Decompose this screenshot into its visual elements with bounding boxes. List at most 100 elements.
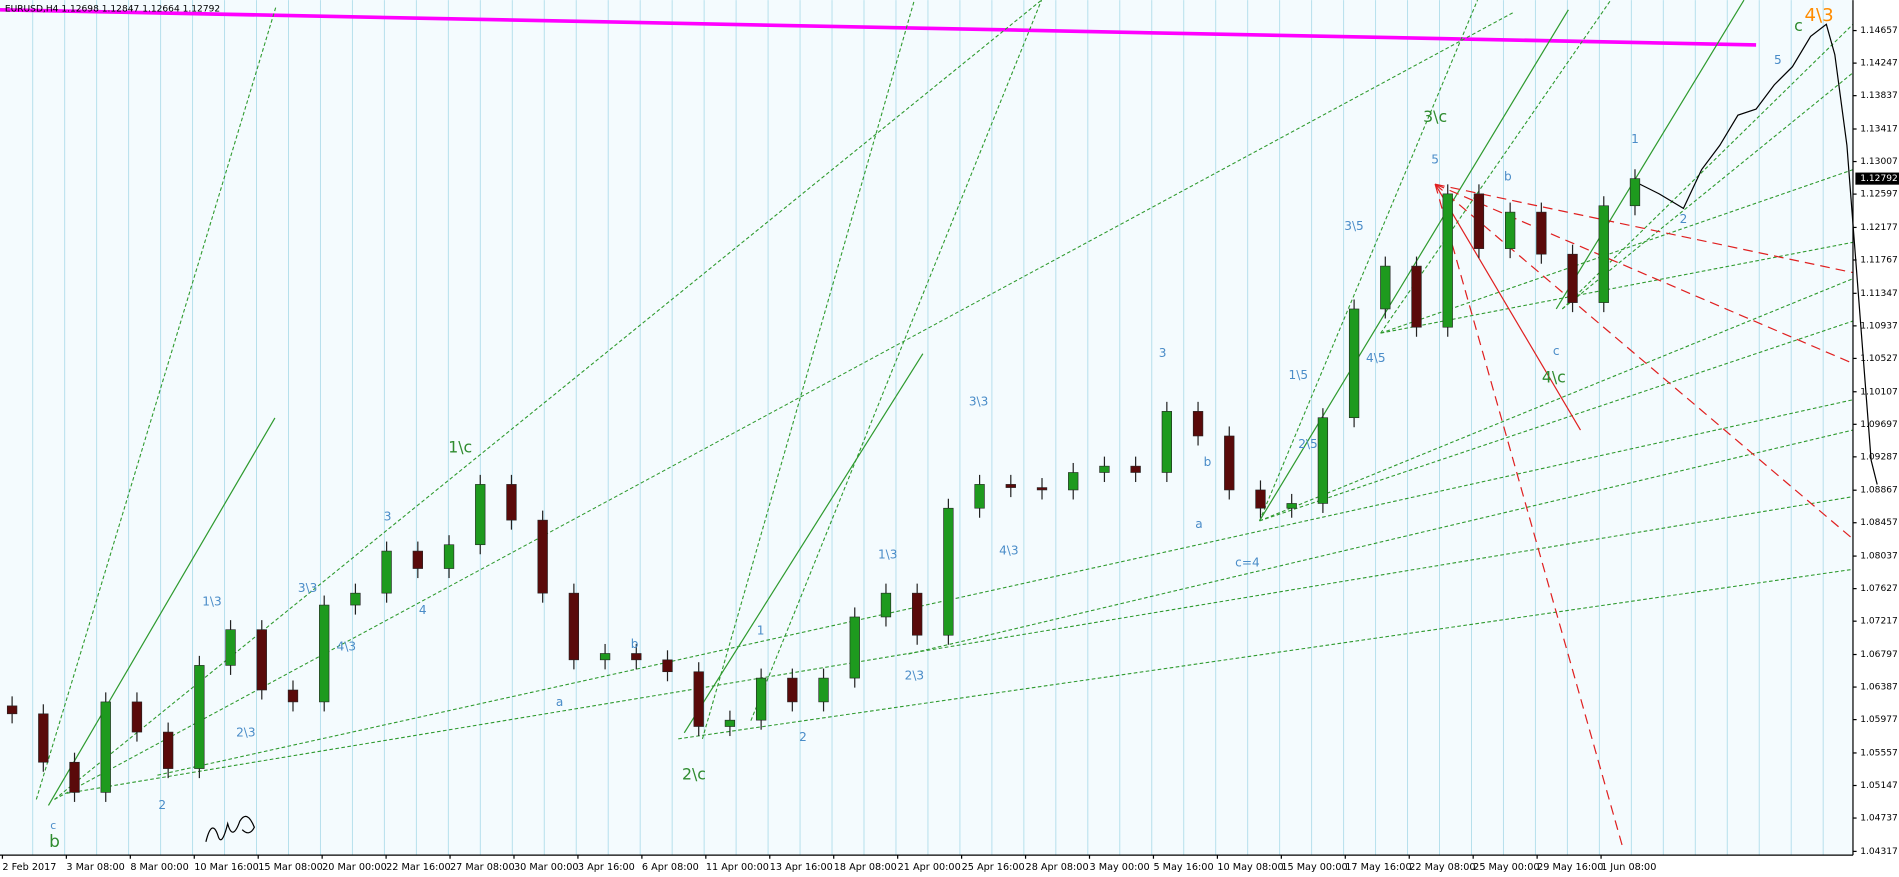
wave-label: 4\5 [1366,351,1386,365]
candle-body [443,544,455,569]
candle-body [163,731,174,769]
candle-body [1442,193,1453,328]
header-close: 1.12792 [183,4,221,14]
candle-body [880,592,892,618]
candle-body [1255,489,1266,509]
wave-label: c [1794,16,1803,35]
trend-lines [0,0,1878,849]
signature [205,815,255,842]
y-tick-label: 1.12177 [1860,223,1898,233]
header-low: 1.12664 [142,4,180,14]
candle-body [1473,193,1485,249]
x-tick-label: 27 Mar 08:00 [450,862,515,873]
candle-body [1504,211,1516,249]
wave-label: 2\3 [905,668,925,682]
candle-body [568,592,580,661]
wave-label: 3 [384,510,392,524]
solid-trend [47,0,1745,806]
chart-header: EURUSD,H4 1.12698 1.12847 1.12664 1.1279… [5,4,220,14]
y-tick-label: 1.12597 [1860,190,1898,200]
x-tick-label: 30 Mar 00:00 [514,862,579,873]
wave-label: 2\3 [236,725,256,739]
axes: 1.14657 1.14247 1.13837 1.13417 1.13007 1.125… [1,26,1899,873]
x-tick-label: 3 May 00:00 [1090,862,1150,873]
wave-label: c=4 [1235,556,1260,570]
wave-label: 5 [1774,53,1782,67]
y-tick-label: 1.10527 [1860,354,1898,364]
x-tick-label: 15 Mar 08:00 [258,862,323,873]
wave-label: 3\c [1423,107,1447,126]
y-tick-label: 1.04737 [1860,814,1898,824]
candle-body [1411,265,1422,328]
y-tick-label: 1.08457 [1860,518,1898,528]
x-tick-label: 2 Feb 2017 [2,862,56,873]
wave-label: a [1195,517,1202,531]
candle-body [1099,465,1110,473]
wave-label: 1 [1631,132,1639,146]
y-tick-label: 1.09697 [1860,420,1898,430]
y-tick-label: 1.06797 [1860,650,1898,660]
wave-label: 1\5 [1289,368,1309,382]
red-line [1434,183,1582,431]
x-tick-label: 1 Jun 08:00 [1601,862,1656,873]
candle-body [194,665,205,769]
candle-body [506,484,517,521]
candle-body [1536,211,1547,255]
wave-label: 1\c [448,438,472,457]
wave-label: b [1504,169,1512,183]
candles [6,169,1641,802]
candle-body [38,713,49,763]
candle-body [631,653,642,661]
y-tick-label: 1.08037 [1860,552,1898,562]
candle-body [1130,465,1141,473]
wave-label: c [1553,344,1560,358]
candle-body [131,701,143,733]
x-tick-label: 25 Apr 16:00 [962,862,1025,873]
x-tick-label: 8 Mar 00:00 [130,862,188,873]
current-price-label: 1.12792 [1860,174,1898,184]
y-tick-label: 1.10107 [1860,387,1898,397]
wave-label: 4\3 [337,639,357,653]
x-tick-label: 13 Apr 16:00 [770,862,833,873]
y-tick-label: 1.14657 [1860,26,1898,36]
candle-body [1317,417,1329,504]
candle-body [256,629,267,691]
candle-body [475,484,486,546]
candle-body [537,519,548,594]
wave-label: 3\3 [298,581,318,595]
x-tick-label: 3 Mar 08:00 [66,862,124,873]
candle-body [1567,253,1578,303]
candle-body [319,604,330,703]
candle-body [1348,308,1360,419]
plot-background [0,0,1853,856]
candle-body [350,592,361,606]
wave-label: 1\3 [878,547,898,561]
candle-body [912,592,923,636]
candle-body [755,677,767,721]
wave-label: 4\c [1542,367,1566,386]
y-tick-label: 1.09287 [1860,452,1898,462]
vertical-grid [32,0,1824,856]
x-tick-label: 15 May 00:00 [1281,862,1347,873]
candle-body [599,653,611,661]
candle-body [1598,205,1609,303]
x-tick-label: 11 Apr 00:00 [706,862,769,873]
x-tick-label: 29 May 16:00 [1537,862,1603,873]
wave-label: 4\3 [1804,5,1833,26]
y-tick-label: 1.04317 [1860,847,1898,857]
x-tick-label: 20 Mar 00:00 [322,862,387,873]
wave-label: 3\3 [969,395,989,409]
x-tick-label: 21 Apr 00:00 [898,862,961,873]
candle-body [1224,435,1235,491]
candle-body [287,689,299,703]
symbol: EURUSD,H4 [5,4,59,14]
x-tick-label: 22 May 08:00 [1409,862,1475,873]
header-open: 1.12698 [61,4,99,14]
candle-body [724,719,736,727]
wave-label: a [556,695,563,709]
header-high: 1.12847 [102,4,140,14]
wave-label: b [631,637,639,651]
x-tick-label: 5 May 16:00 [1153,862,1213,873]
